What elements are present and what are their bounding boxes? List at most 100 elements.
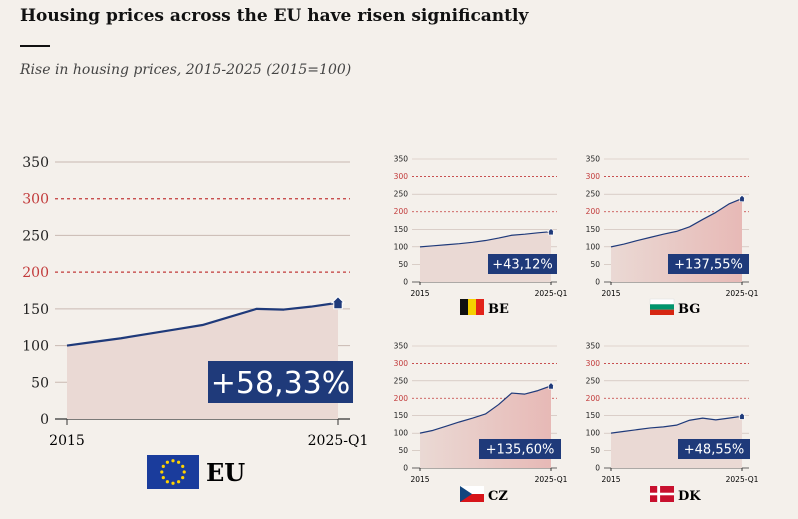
- eu-flag-star: [161, 464, 165, 468]
- y-tick-label: 250: [586, 190, 601, 199]
- y-tick-label: 50: [398, 446, 408, 455]
- country-label: BG: [678, 302, 700, 317]
- eu-flag-star: [161, 476, 165, 480]
- change-label: +48,55%: [684, 442, 744, 457]
- eu-flag-star: [160, 470, 164, 474]
- y-tick-label: 150: [394, 411, 409, 420]
- y-tick-label: 200: [394, 394, 409, 403]
- eu-flag-star: [181, 476, 185, 480]
- chart-cz: 0 50 100 150 200 250 300 350 2015 2025-Q1 +135,60%…: [394, 342, 568, 505]
- flag-stripe: [650, 309, 674, 315]
- house-icon: [547, 382, 555, 390]
- x-tick-label: 2015: [49, 433, 85, 449]
- y-tick-label: 0: [403, 464, 408, 473]
- eu-flag-star: [182, 470, 186, 474]
- x-tick-label: 2025-Q1: [726, 475, 759, 484]
- y-tick-label: 150: [394, 225, 409, 234]
- y-tick-label: 350: [586, 155, 601, 164]
- y-tick-label: 50: [398, 260, 408, 269]
- country-label: CZ: [488, 489, 508, 504]
- y-tick-label: 250: [394, 376, 409, 385]
- y-tick-label: 150: [586, 225, 601, 234]
- y-tick-label: 300: [586, 359, 601, 368]
- chart-eu: 0 50 100 150 200 250 300 350 2015 2025-Q1 +58,33% E…: [22, 155, 368, 489]
- y-tick-label: 300: [586, 172, 601, 181]
- x-tick-label: 2015: [410, 289, 429, 298]
- x-tick-label: 2015: [410, 475, 429, 484]
- bulgaria-flag: [649, 298, 675, 315]
- y-tick-label: 100: [586, 429, 601, 438]
- y-tick-label: 200: [586, 207, 601, 216]
- country-label: DK: [678, 489, 701, 504]
- change-badge: [488, 254, 557, 274]
- x-tick-label: 2025-Q1: [726, 289, 759, 298]
- flag-triangle: [460, 486, 472, 502]
- y-tick-label: 250: [586, 376, 601, 385]
- y-tick-label: 50: [590, 446, 600, 455]
- y-tick-label: 50: [590, 260, 600, 269]
- y-tick-label: 150: [586, 411, 601, 420]
- eu-flag-star: [177, 460, 181, 464]
- y-tick-label: 200: [394, 207, 409, 216]
- y-tick-label: 350: [586, 342, 601, 351]
- x-tick-label: 2025-Q1: [535, 289, 568, 298]
- page-subtitle: Rise in housing prices, 2015-2025 (2015=…: [20, 62, 352, 78]
- y-tick-label: 350: [394, 342, 409, 351]
- y-tick-label: 150: [22, 302, 49, 318]
- y-tick-label: 200: [22, 265, 49, 281]
- y-tick-label: 100: [394, 429, 409, 438]
- flag-stripe: [460, 486, 484, 494]
- y-tick-label: 0: [40, 412, 49, 428]
- change-label: +135,60%: [486, 442, 555, 457]
- page-title: Housing prices across the EU have risen …: [20, 6, 529, 26]
- flag-stripe: [650, 304, 674, 310]
- change-badge: [668, 254, 749, 274]
- flag-stripe: [649, 298, 675, 305]
- y-tick-label: 200: [586, 394, 601, 403]
- country-label: BE: [488, 302, 509, 317]
- belgium-flag: [460, 299, 484, 315]
- y-tick-label: 250: [394, 190, 409, 199]
- y-tick-label: 300: [22, 192, 49, 208]
- y-tick-label: 300: [394, 172, 409, 181]
- chart-bg: 0 50 100 150 200 250 300 350 2015 2025-Q1 +137,55%…: [586, 155, 759, 318]
- x-tick-label: 2025-Q1: [308, 433, 369, 449]
- house-icon: [330, 296, 346, 310]
- eu-flag-star: [165, 480, 169, 484]
- denmark-flag: [650, 486, 674, 502]
- y-tick-label: 50: [31, 375, 49, 391]
- flag-stripe: [476, 299, 484, 315]
- change-badge: [678, 439, 750, 459]
- y-tick-label: 100: [394, 242, 409, 251]
- flag-stripe: [468, 299, 476, 315]
- x-tick-label: 2015: [601, 289, 620, 298]
- y-tick-label: 100: [22, 339, 49, 355]
- title-divider: [20, 45, 50, 47]
- eu-flag-star: [181, 464, 185, 468]
- y-tick-label: 350: [394, 155, 409, 164]
- eu-flag: [147, 455, 199, 489]
- x-tick-label: 2025-Q1: [535, 475, 568, 484]
- flag-stripe: [460, 299, 468, 315]
- flag-stripe: [460, 494, 484, 502]
- eu-flag-star: [171, 459, 175, 463]
- y-tick-label: 0: [595, 464, 600, 473]
- y-tick-label: 350: [22, 155, 49, 171]
- flag-cross: [650, 492, 674, 496]
- change-badge: [208, 361, 353, 403]
- house-icon: [547, 228, 555, 236]
- czech-flag: [460, 486, 484, 502]
- change-badge: [479, 439, 561, 459]
- x-tick-label: 2015: [601, 475, 620, 484]
- y-tick-label: 250: [22, 228, 49, 244]
- house-icon: [738, 412, 746, 420]
- change-label: +137,55%: [674, 257, 743, 272]
- y-tick-label: 0: [595, 278, 600, 287]
- y-tick-label: 300: [394, 359, 409, 368]
- chart-dk: 0 50 100 150 200 250 300 350 2015 2025-Q1 +48,55% D…: [586, 342, 759, 505]
- y-tick-label: 100: [586, 242, 601, 251]
- eu-flag-star: [165, 460, 169, 464]
- y-tick-label: 0: [403, 278, 408, 287]
- change-label: +43,12%: [492, 257, 552, 272]
- country-label: EU: [206, 458, 245, 487]
